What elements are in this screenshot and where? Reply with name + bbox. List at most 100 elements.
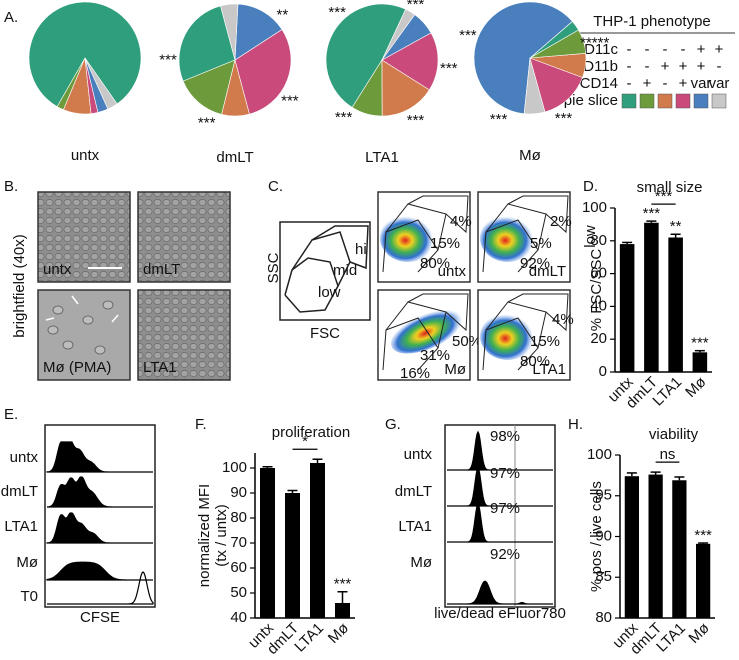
gate-percent: 31% [420,347,450,364]
y-tick-label: 85 [595,568,612,585]
pie-label: dmLT [216,149,253,166]
pie-slice [84,57,118,110]
sample-label: LTA1 [4,518,38,535]
cell: - [717,58,722,75]
bar [619,244,635,372]
micrograph [137,191,231,283]
y-axis-label: % FSC/SSC [588,249,605,332]
cell [62,340,74,350]
axis-label: CFSE [80,609,120,626]
sample-label: Mø [16,554,38,571]
row-label: CD14 [580,75,618,92]
gate [385,203,447,251]
histogram [447,502,553,543]
histogram [447,580,553,605]
significance: *** [334,576,352,593]
y-tick-label: 40 [590,297,607,314]
significance: *** [555,110,573,127]
bar [648,474,663,618]
legend-swatch [693,93,709,109]
gate-percent: 92% [520,255,550,272]
sample-label: LTA1 [398,518,432,535]
pie-label: LTA1 [365,149,399,166]
cell: + [697,41,706,58]
percent-label: 98% [490,428,520,445]
panel-letter: C. [268,178,283,195]
gate [507,195,569,234]
sample-label: T0 [20,588,38,605]
arrow [111,314,119,323]
bar [285,493,300,618]
legend-swatch [639,93,655,109]
bar [624,476,639,618]
legend-swatch [621,93,637,109]
percent-label: 97% [490,465,520,482]
pie-label: untx [71,147,100,164]
significance: ns [660,446,676,463]
cell: + [715,41,724,58]
cell: - [627,75,632,92]
axis-label: SSC [265,252,282,283]
y-tick-label: 80 [590,232,607,249]
bar [672,480,687,618]
cell: + [679,75,688,92]
x-tick-label: Mø [685,620,712,647]
axis-label: live/dead eFluor780 [434,605,566,622]
significance: *** [215,0,233,5]
panel-letter: E. [4,406,18,423]
y-tick-label: 40 [230,609,247,626]
image-label: untx [43,261,72,278]
micrograph [37,289,131,381]
gate [291,231,351,287]
bar [335,603,350,618]
image-label: dmLT [143,261,180,278]
chart-title: proliferation [272,424,350,441]
y-tick-label: 70 [230,534,247,551]
y-tick-label: 90 [595,527,612,544]
gate-percent: 2% [550,213,572,230]
pie-slice [220,3,239,61]
gate-percent: 5% [530,235,552,252]
plot-frame [44,424,156,608]
significance: *** [159,52,177,69]
gate-percent: 50% [452,333,482,350]
significance: *** [490,111,508,128]
y-tick-label: 90 [230,484,247,501]
arrow [71,295,79,305]
x-tick-label: LTA1 [291,620,327,656]
gate [482,317,539,371]
y-tick-label: 20 [590,330,607,347]
histogram [46,561,153,581]
y-tick-label: 50 [230,584,247,601]
significance: *** [407,0,425,13]
plot-label: dmLT [529,263,566,280]
pie-slice [529,29,587,59]
histogram [46,441,153,473]
gate [311,225,369,270]
row-label: pie slice [564,92,618,109]
significance: ** [670,218,682,235]
pie-slice [234,29,292,115]
axis-label: brightfield (40x) [11,234,28,337]
legend-swatch [675,93,691,109]
panel-letter: D. [583,178,598,195]
gate-percent: 80% [520,353,550,370]
significance: *** [281,92,299,109]
gate-percent: 15% [430,235,460,252]
gate-percent: 15% [530,333,560,350]
cell [82,315,94,325]
significance: *** [440,60,458,77]
cell: - [663,41,668,58]
y-tick-label: 95 [595,487,612,504]
y-tick-label: 100 [222,459,247,476]
y-axis-label-sup: low [582,225,599,248]
legend-swatch [711,93,727,109]
image-label: LTA1 [143,359,177,376]
pie-slice [178,5,236,82]
gate-percent: 4% [552,311,574,328]
table-title: THP-1 phenotype [593,13,711,30]
cell: + [661,58,670,75]
panel-letter: A. [4,9,18,26]
y-axis-label: normalized MFI [196,484,213,587]
cell [52,305,64,315]
